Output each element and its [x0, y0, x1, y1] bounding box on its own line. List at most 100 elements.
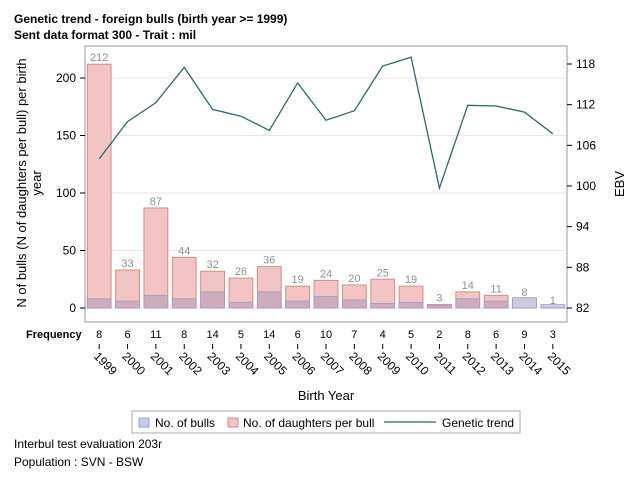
frequency-value: 5	[238, 329, 244, 341]
bulls-bar	[285, 300, 310, 309]
frequency-label: Frequency	[26, 329, 83, 341]
legend-swatch-bulls	[138, 417, 150, 428]
plot-frame	[84, 45, 568, 323]
footer-evaluation: Interbul test evaluation 203r	[14, 437, 163, 451]
frequency-value: 7	[351, 329, 357, 341]
y-tick-label: 150	[56, 129, 76, 143]
daughters-bar-label: 14	[462, 280, 474, 292]
x-tick-label: 2010	[403, 349, 432, 378]
x-tick-label: 1999	[91, 349, 120, 378]
daughters-bar-label: 20	[348, 273, 360, 285]
y2-tick-label: 88	[576, 260, 590, 274]
frequency-value: 2	[436, 329, 442, 341]
bulls-bar	[370, 302, 396, 309]
daughters-bar-label: 44	[178, 245, 190, 257]
y-tick-label: 200	[56, 71, 76, 85]
daughters-bar-label: 1	[550, 295, 556, 307]
x-tick-label: 2001	[148, 349, 177, 378]
y2-tick-label: 82	[576, 301, 590, 315]
bulls-bar	[86, 298, 112, 309]
frequency-value: 4	[380, 329, 386, 341]
y2-tick-label: 106	[576, 138, 596, 152]
daughters-bar	[86, 63, 112, 309]
x-tick-label: 2000	[119, 349, 148, 378]
bulls-bar	[313, 296, 339, 309]
y-axis-title: N of bulls (N of daughters per bull) per…	[14, 58, 44, 307]
frequency-value: 14	[206, 329, 218, 341]
frequency-value: 8	[181, 329, 187, 341]
x-tick-label: 2011	[431, 349, 459, 377]
daughters-bar-label: 25	[377, 267, 389, 279]
daughters-bar-label: 8	[521, 287, 527, 299]
y-tick-label: 0	[69, 301, 76, 315]
frequency-value: 8	[96, 329, 102, 341]
y-axis-title-line: N of bulls (N of daughters per bull) per…	[14, 58, 29, 307]
frequency-value: 11	[150, 329, 161, 341]
bulls-bar	[228, 301, 254, 309]
frequency-value: 6	[295, 329, 301, 341]
x-axis-title: Birth Year	[298, 388, 355, 403]
daughters-bar-label: 24	[320, 268, 332, 280]
frequency-value: 6	[124, 329, 130, 341]
daughters-bar	[143, 207, 169, 309]
x-tick-label: 2014	[516, 349, 545, 378]
footer-population: Population : SVN - BSW	[14, 455, 144, 469]
y2-axis-title: EBV	[612, 171, 627, 197]
bulls-bar	[200, 291, 225, 309]
frequency-value: 3	[550, 329, 556, 341]
frequency-value: 8	[465, 329, 471, 341]
bulls-bar	[455, 298, 481, 309]
frequency-value: 10	[320, 329, 332, 341]
frequency-value: 14	[263, 329, 275, 341]
daughters-bar-label: 19	[292, 274, 304, 286]
x-tick-label: 2003	[204, 349, 233, 378]
x-tick-label: 2005	[261, 349, 290, 378]
bulls-bar	[512, 297, 537, 309]
daughters-bar-label: 11	[490, 283, 501, 295]
x-tick-label: 2008	[346, 349, 375, 378]
y-axis-title-line: year	[29, 170, 44, 196]
daughters-bar-label: 26	[235, 266, 247, 278]
bulls-bar	[398, 301, 424, 309]
bulls-bar	[342, 299, 367, 309]
bulls-bar	[143, 294, 169, 309]
x-tick-label: 2002	[176, 349, 205, 378]
bulls-bar	[256, 291, 282, 309]
x-tick-label: 2007	[318, 349, 347, 378]
daughters-bar-label: 3	[436, 293, 442, 305]
legend-label-trend: Genetic trend	[442, 416, 514, 430]
bulls-bar	[540, 304, 566, 309]
bulls-bar	[115, 300, 140, 309]
y2-tick-label: 118	[576, 57, 595, 71]
x-tick-label: 2013	[488, 349, 517, 378]
y2-tick-label: 100	[576, 179, 596, 193]
daughters-bar-label: 36	[263, 255, 275, 267]
genetic-trend-line	[98, 56, 554, 191]
frequency-value: 9	[521, 329, 527, 341]
frequency-value: 5	[408, 329, 414, 341]
daughters-bar-label: 33	[121, 258, 133, 270]
x-tick-label: 2009	[375, 349, 404, 378]
bulls-bar	[171, 298, 197, 309]
legend-swatch-daughters	[227, 417, 239, 428]
y2-tick-label: 94	[576, 220, 590, 234]
frequency-value: 6	[493, 329, 499, 341]
daughters-bar-label: 19	[405, 274, 417, 286]
daughters-bar-label: 212	[90, 52, 108, 64]
chart-title-line2: Sent data format 300 - Trait : mil	[14, 28, 197, 42]
x-tick-label: 2012	[460, 349, 489, 378]
y-tick-label: 50	[63, 244, 77, 258]
y-tick-label: 100	[56, 186, 76, 200]
y2-tick-label: 112	[576, 98, 595, 112]
x-tick-label: 2006	[290, 349, 319, 378]
legend-label-daughters: No. of daughters per bull	[243, 416, 374, 430]
daughters-bar-label: 32	[206, 259, 218, 271]
bulls-bar	[483, 300, 509, 309]
bulls-bar	[427, 305, 452, 309]
x-tick-label: 2004	[233, 349, 262, 378]
legend-label-bulls: No. of bulls	[155, 416, 215, 430]
x-tick-label: 2015	[545, 349, 574, 378]
daughters-bar-label: 87	[150, 196, 162, 208]
chart-title-line1: Genetic trend - foreign bulls (birth yea…	[14, 12, 288, 26]
